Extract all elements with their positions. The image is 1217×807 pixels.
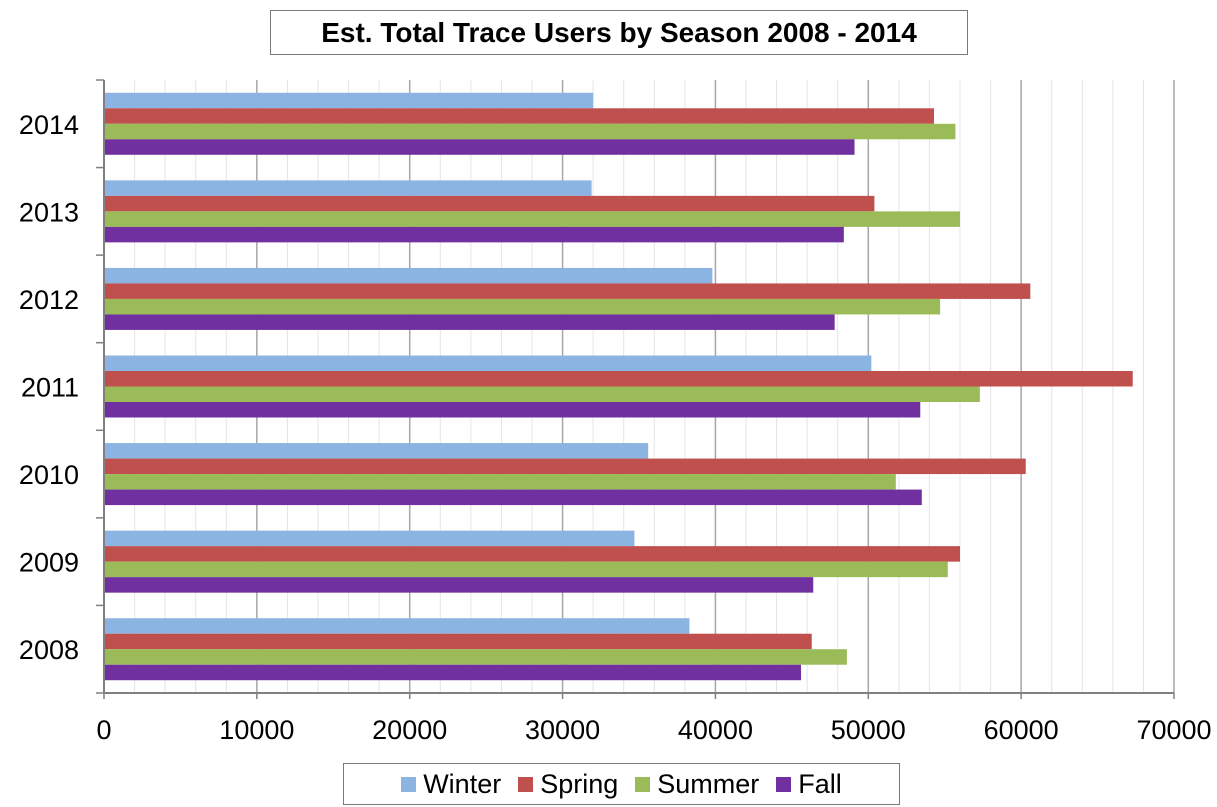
legend-swatch <box>518 776 534 792</box>
bar-winter-2012 <box>104 267 713 284</box>
y-tick-label: 2008 <box>19 635 79 665</box>
bar-spring-2014 <box>104 108 935 124</box>
bar-fall-2012 <box>104 314 835 330</box>
bar-layer <box>104 92 1133 681</box>
bar-fall-2010 <box>104 489 922 506</box>
x-tick-label: 60000 <box>984 715 1059 745</box>
bar-winter-2011 <box>104 355 872 371</box>
legend-swatch <box>776 776 792 792</box>
legend-item-winter: Winter <box>401 769 501 800</box>
legend-swatch <box>401 776 417 792</box>
bar-spring-2009 <box>104 546 960 562</box>
chart-legend: Winter Spring Summer Fall <box>343 763 900 805</box>
legend-label: Winter <box>423 768 502 799</box>
bar-winter-2009 <box>104 530 635 547</box>
legend-label: Fall <box>798 768 842 799</box>
bar-fall-2009 <box>104 577 814 593</box>
bar-fall-2011 <box>104 402 921 418</box>
x-tick-label: 0 <box>96 715 111 745</box>
legend-item-summer: Summer <box>635 769 759 800</box>
bar-fall-2013 <box>104 226 844 243</box>
bar-summer-2012 <box>104 298 941 315</box>
bar-winter-2010 <box>104 443 649 459</box>
y-tick-label: 2009 <box>19 548 79 578</box>
bar-winter-2008 <box>104 618 690 634</box>
bar-summer-2009 <box>104 561 948 578</box>
legend-swatch <box>635 776 651 792</box>
x-tick-label: 40000 <box>678 715 753 745</box>
bar-winter-2014 <box>104 92 594 109</box>
y-tick-label: 2011 <box>21 373 79 403</box>
bar-summer-2011 <box>104 386 980 402</box>
bar-summer-2014 <box>104 123 956 140</box>
legend-item-spring: Spring <box>518 769 618 800</box>
x-tick-label: 70000 <box>1136 715 1211 745</box>
bar-spring-2013 <box>104 195 875 212</box>
y-tick-label: 2010 <box>19 460 79 490</box>
bar-summer-2010 <box>104 474 896 490</box>
legend-item-fall: Fall <box>776 769 842 800</box>
bar-fall-2008 <box>104 664 802 681</box>
x-tick-label: 20000 <box>372 715 447 745</box>
bar-spring-2011 <box>104 371 1133 387</box>
y-tick-label: 2014 <box>19 110 79 140</box>
bar-summer-2013 <box>104 211 960 227</box>
bar-spring-2010 <box>104 458 1026 475</box>
y-tick-label: 2013 <box>19 197 79 227</box>
chart-title: Est. Total Trace Users by Season 2008 - … <box>321 16 917 48</box>
bar-winter-2013 <box>104 180 592 196</box>
y-tick-label: 2012 <box>19 285 79 315</box>
bar-summer-2008 <box>104 649 847 665</box>
bar-spring-2012 <box>104 283 1031 299</box>
axis-layer: 0 10000 20000 30000 40000 50000 60000 70000 2008… <box>19 79 1212 745</box>
legend-label: Summer <box>657 768 760 799</box>
x-tick-label: 30000 <box>525 715 600 745</box>
chart-title-box: Est. Total Trace Users by Season 2008 - … <box>270 10 968 55</box>
x-tick-label: 50000 <box>831 715 906 745</box>
bar-fall-2014 <box>104 139 855 155</box>
legend-label: Spring <box>540 768 619 799</box>
x-tick-label: 10000 <box>219 715 294 745</box>
bar-spring-2008 <box>104 633 812 650</box>
